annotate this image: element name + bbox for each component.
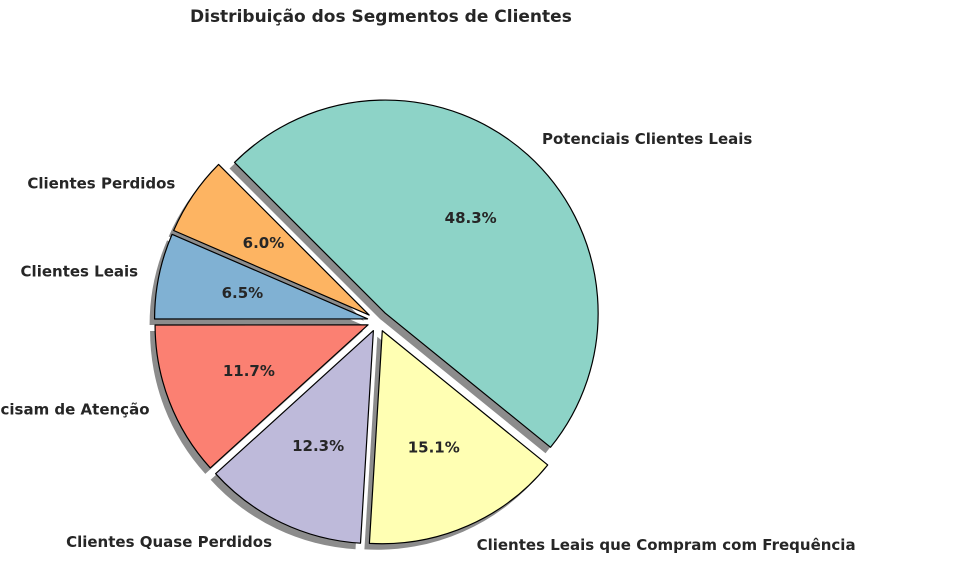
slice-label: Clientes Quase Perdidos	[66, 533, 272, 551]
slice-label: Clientes Precisam de Atenção	[0, 400, 150, 418]
chart-title: Distribuição dos Segmentos de Clientes	[190, 7, 572, 27]
pie-slice	[153, 233, 369, 320]
slice-label: Clientes Leais	[21, 262, 139, 280]
slice-pct-label: 48.3%	[445, 209, 497, 227]
slice-label: Clientes Leais que Compram com Frequênci…	[477, 536, 856, 554]
slice-pct-label: 6.0%	[243, 234, 285, 252]
pie-slice	[368, 330, 549, 545]
slice-pct-label: 15.1%	[408, 439, 460, 457]
slice-label: Potenciais Clientes Leais	[542, 130, 752, 148]
pie-slice	[233, 99, 599, 448]
pie-slice	[154, 324, 369, 469]
slice-pct-label: 6.5%	[222, 284, 264, 302]
labels: Potenciais Clientes Leais 48.3% Clientes L…	[0, 130, 856, 554]
pie-slice	[215, 330, 374, 544]
slice-pct-label: 11.7%	[223, 362, 275, 380]
slice-label: Clientes Perdidos	[27, 174, 175, 192]
slice-pct-label: 12.3%	[292, 437, 344, 455]
slices	[153, 99, 599, 545]
pie-slice	[173, 163, 370, 316]
